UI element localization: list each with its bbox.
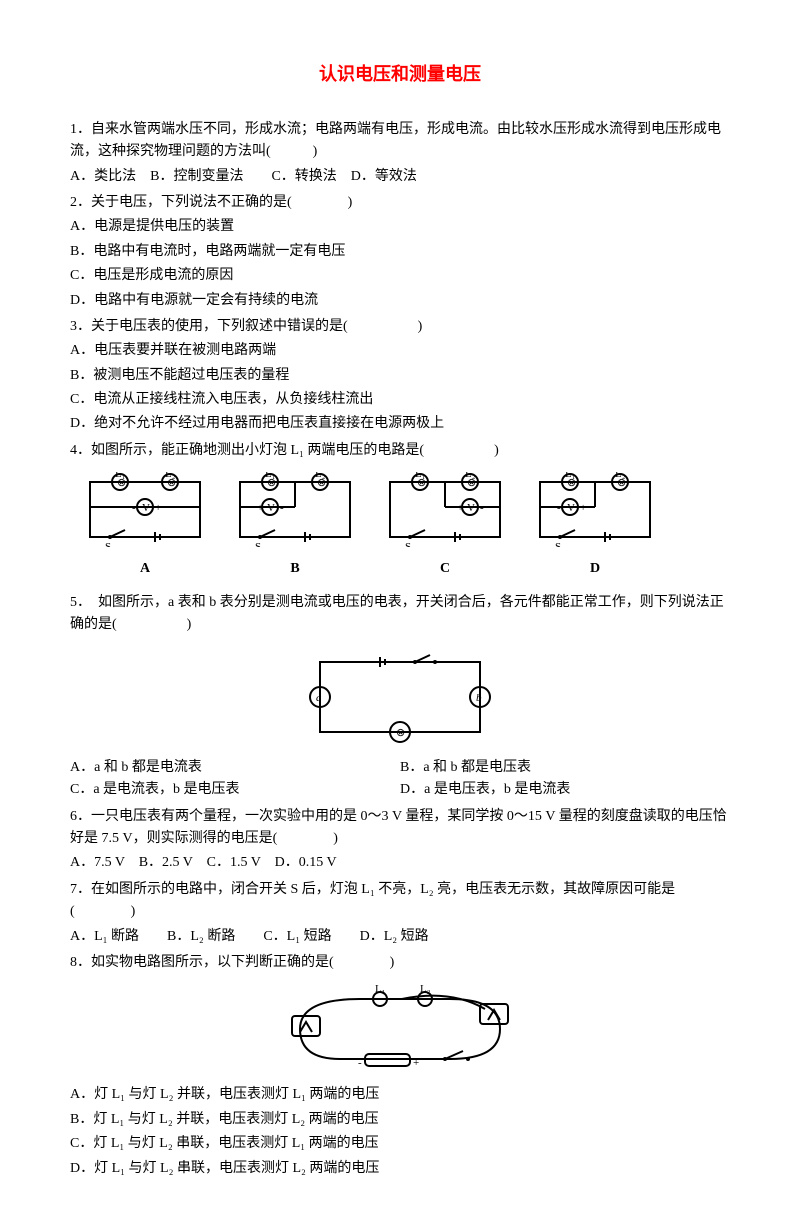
- question-8: 8．如实物电路图所示，以下判断正确的是( ) L₁ L₂ - + A．灯 L₁ 与…: [70, 952, 730, 1180]
- svg-text:V: V: [467, 502, 475, 514]
- q5-opt-b: B．a 和 b 都是电压表: [400, 757, 730, 779]
- q7-options: A．L₁ 断路 B．L₂ 断路 C．L₁ 短路 D．L₂ 短路: [70, 926, 730, 948]
- svg-text:L₁: L₁: [375, 984, 386, 995]
- q3-opt-d: D．绝对不允许不经过用电器而把电压表直接接在电源两极上: [70, 413, 730, 435]
- svg-text:L₂: L₂: [315, 472, 326, 480]
- q3-opt-c: C．电流从正接线柱流入电压表，从负接线柱流出: [70, 389, 730, 411]
- svg-text:L₁: L₁: [415, 472, 426, 480]
- page-title: 认识电压和测量电压: [70, 60, 730, 89]
- q8-opt-b: B．灯 L₁ 与灯 L₂ 并联，电压表测灯 L₂ 两端的电压: [70, 1109, 730, 1131]
- svg-text:+: +: [580, 502, 586, 514]
- svg-text:S: S: [105, 541, 111, 547]
- q1-options: A．类比法 B．控制变量法 C．转换法 D．等效法: [70, 166, 730, 188]
- svg-text:L₂: L₂: [615, 472, 626, 480]
- question-1: 1．自来水管两端水压不同，形成水流；电路两端有电压，形成电流。由比较水压形成水流…: [70, 119, 730, 188]
- svg-text:L₂: L₂: [465, 472, 476, 480]
- svg-text:+: +: [457, 502, 463, 514]
- q2-text: 2．关于电压，下列说法不正确的是( ): [70, 192, 730, 214]
- q6-text: 6．一只电压表有两个量程，一次实验中用的是 0～3 V 量程，某同学按 0～15…: [70, 806, 730, 851]
- svg-text:+: +: [257, 502, 263, 514]
- svg-text:-: -: [557, 502, 561, 514]
- svg-text:+: +: [155, 502, 161, 514]
- q5-opt-c: C．a 是电流表，b 是电压表: [70, 779, 400, 801]
- q2-opt-d: D．电路中有电源就一定会有持续的电流: [70, 290, 730, 312]
- svg-text:L₁: L₁: [265, 472, 276, 480]
- svg-text:S: S: [405, 541, 411, 547]
- q3-opt-a: A．电压表要并联在被测电路两端: [70, 340, 730, 362]
- q1-text: 1．自来水管两端水压不同，形成水流；电路两端有电压，形成电流。由比较水压形成水流…: [70, 119, 730, 164]
- q4-label-c: C: [380, 558, 510, 580]
- svg-text:-: -: [280, 502, 284, 514]
- q5-opt-a: A．a 和 b 都是电流表: [70, 757, 400, 779]
- svg-text:L₁: L₁: [115, 472, 126, 480]
- svg-text:a: a: [316, 692, 322, 704]
- svg-text:V: V: [142, 502, 150, 514]
- question-7: 7．在如图所示的电路中，闭合开关 S 后，灯泡 L₁ 不亮，L₂ 亮，电压表无示…: [70, 879, 730, 948]
- circuit-c: ⊗ L₁ ⊗ L₂ V +- S C: [380, 472, 510, 580]
- q8-opt-c: C．灯 L₁ 与灯 L₂ 串联，电压表测灯 L₁ 两端的电压: [70, 1133, 730, 1155]
- q4-text: 4．如图所示，能正确地测出小灯泡 L₁ 两端电压的电路是( ): [70, 440, 730, 462]
- q8-figure: L₁ L₂ - +: [70, 984, 730, 1074]
- q5-text: 5． 如图所示，a 表和 b 表分别是测电流或电压的电表，开关闭合后，各元件都能…: [70, 592, 730, 637]
- svg-text:+: +: [413, 1057, 419, 1069]
- circuit-a: ⊗ L₁ ⊗ L₂ V -+ S A: [80, 472, 210, 580]
- q7-text: 7．在如图所示的电路中，闭合开关 S 后，灯泡 L₁ 不亮，L₂ 亮，电压表无示…: [70, 879, 730, 924]
- q3-text: 3．关于电压表的使用，下列叙述中错误的是( ): [70, 316, 730, 338]
- q4-label-b: B: [230, 558, 360, 580]
- svg-text:V: V: [267, 502, 275, 514]
- question-5: 5． 如图所示，a 表和 b 表分别是测电流或电压的电表，开关闭合后，各元件都能…: [70, 592, 730, 802]
- q3-opt-b: B．被测电压不能超过电压表的量程: [70, 365, 730, 387]
- question-2: 2．关于电压，下列说法不正确的是( ) A．电源是提供电压的装置 B．电路中有电…: [70, 192, 730, 312]
- q2-opt-b: B．电路中有电流时，电路两端就一定有电压: [70, 241, 730, 263]
- q2-opt-a: A．电源是提供电压的装置: [70, 216, 730, 238]
- q6-options: A．7.5 V B．2.5 V C．1.5 V D．0.15 V: [70, 852, 730, 874]
- circuit-d: ⊗ L₁ ⊗ L₂ V -+ S D: [530, 472, 660, 580]
- question-6: 6．一只电压表有两个量程，一次实验中用的是 0～3 V 量程，某同学按 0～15…: [70, 806, 730, 875]
- svg-text:b: b: [476, 692, 482, 704]
- svg-text:L₁: L₁: [565, 472, 576, 480]
- q8-opt-d: D．灯 L₁ 与灯 L₂ 串联，电压表测灯 L₂ 两端的电压: [70, 1158, 730, 1180]
- svg-text:S: S: [555, 541, 561, 547]
- svg-text:⊗: ⊗: [396, 727, 405, 739]
- q5-figure: a b ⊗: [70, 647, 730, 747]
- q8-opt-a: A．灯 L₁ 与灯 L₂ 并联，电压表测灯 L₁ 两端的电压: [70, 1084, 730, 1106]
- svg-text:-: -: [480, 502, 484, 514]
- circuit-b: ⊗ L₁ ⊗ L₂ V +- S B: [230, 472, 360, 580]
- svg-text:V: V: [567, 502, 575, 514]
- q4-label-d: D: [530, 558, 660, 580]
- svg-text:-: -: [358, 1057, 362, 1069]
- q8-text: 8．如实物电路图所示，以下判断正确的是( ): [70, 952, 730, 974]
- question-3: 3．关于电压表的使用，下列叙述中错误的是( ) A．电压表要并联在被测电路两端 …: [70, 316, 730, 436]
- q4-figures: ⊗ L₁ ⊗ L₂ V -+ S A ⊗ L₁ ⊗ L₂: [80, 472, 730, 580]
- svg-text:-: -: [132, 502, 136, 514]
- svg-text:S: S: [255, 541, 261, 547]
- q2-opt-c: C．电压是形成电流的原因: [70, 265, 730, 287]
- question-4: 4．如图所示，能正确地测出小灯泡 L₁ 两端电压的电路是( ) ⊗ L₁ ⊗ L…: [70, 440, 730, 580]
- svg-text:L₂: L₂: [420, 984, 431, 995]
- q4-label-a: A: [80, 558, 210, 580]
- svg-text:L₂: L₂: [165, 472, 176, 480]
- q5-opt-d: D．a 是电压表，b 是电流表: [400, 779, 730, 801]
